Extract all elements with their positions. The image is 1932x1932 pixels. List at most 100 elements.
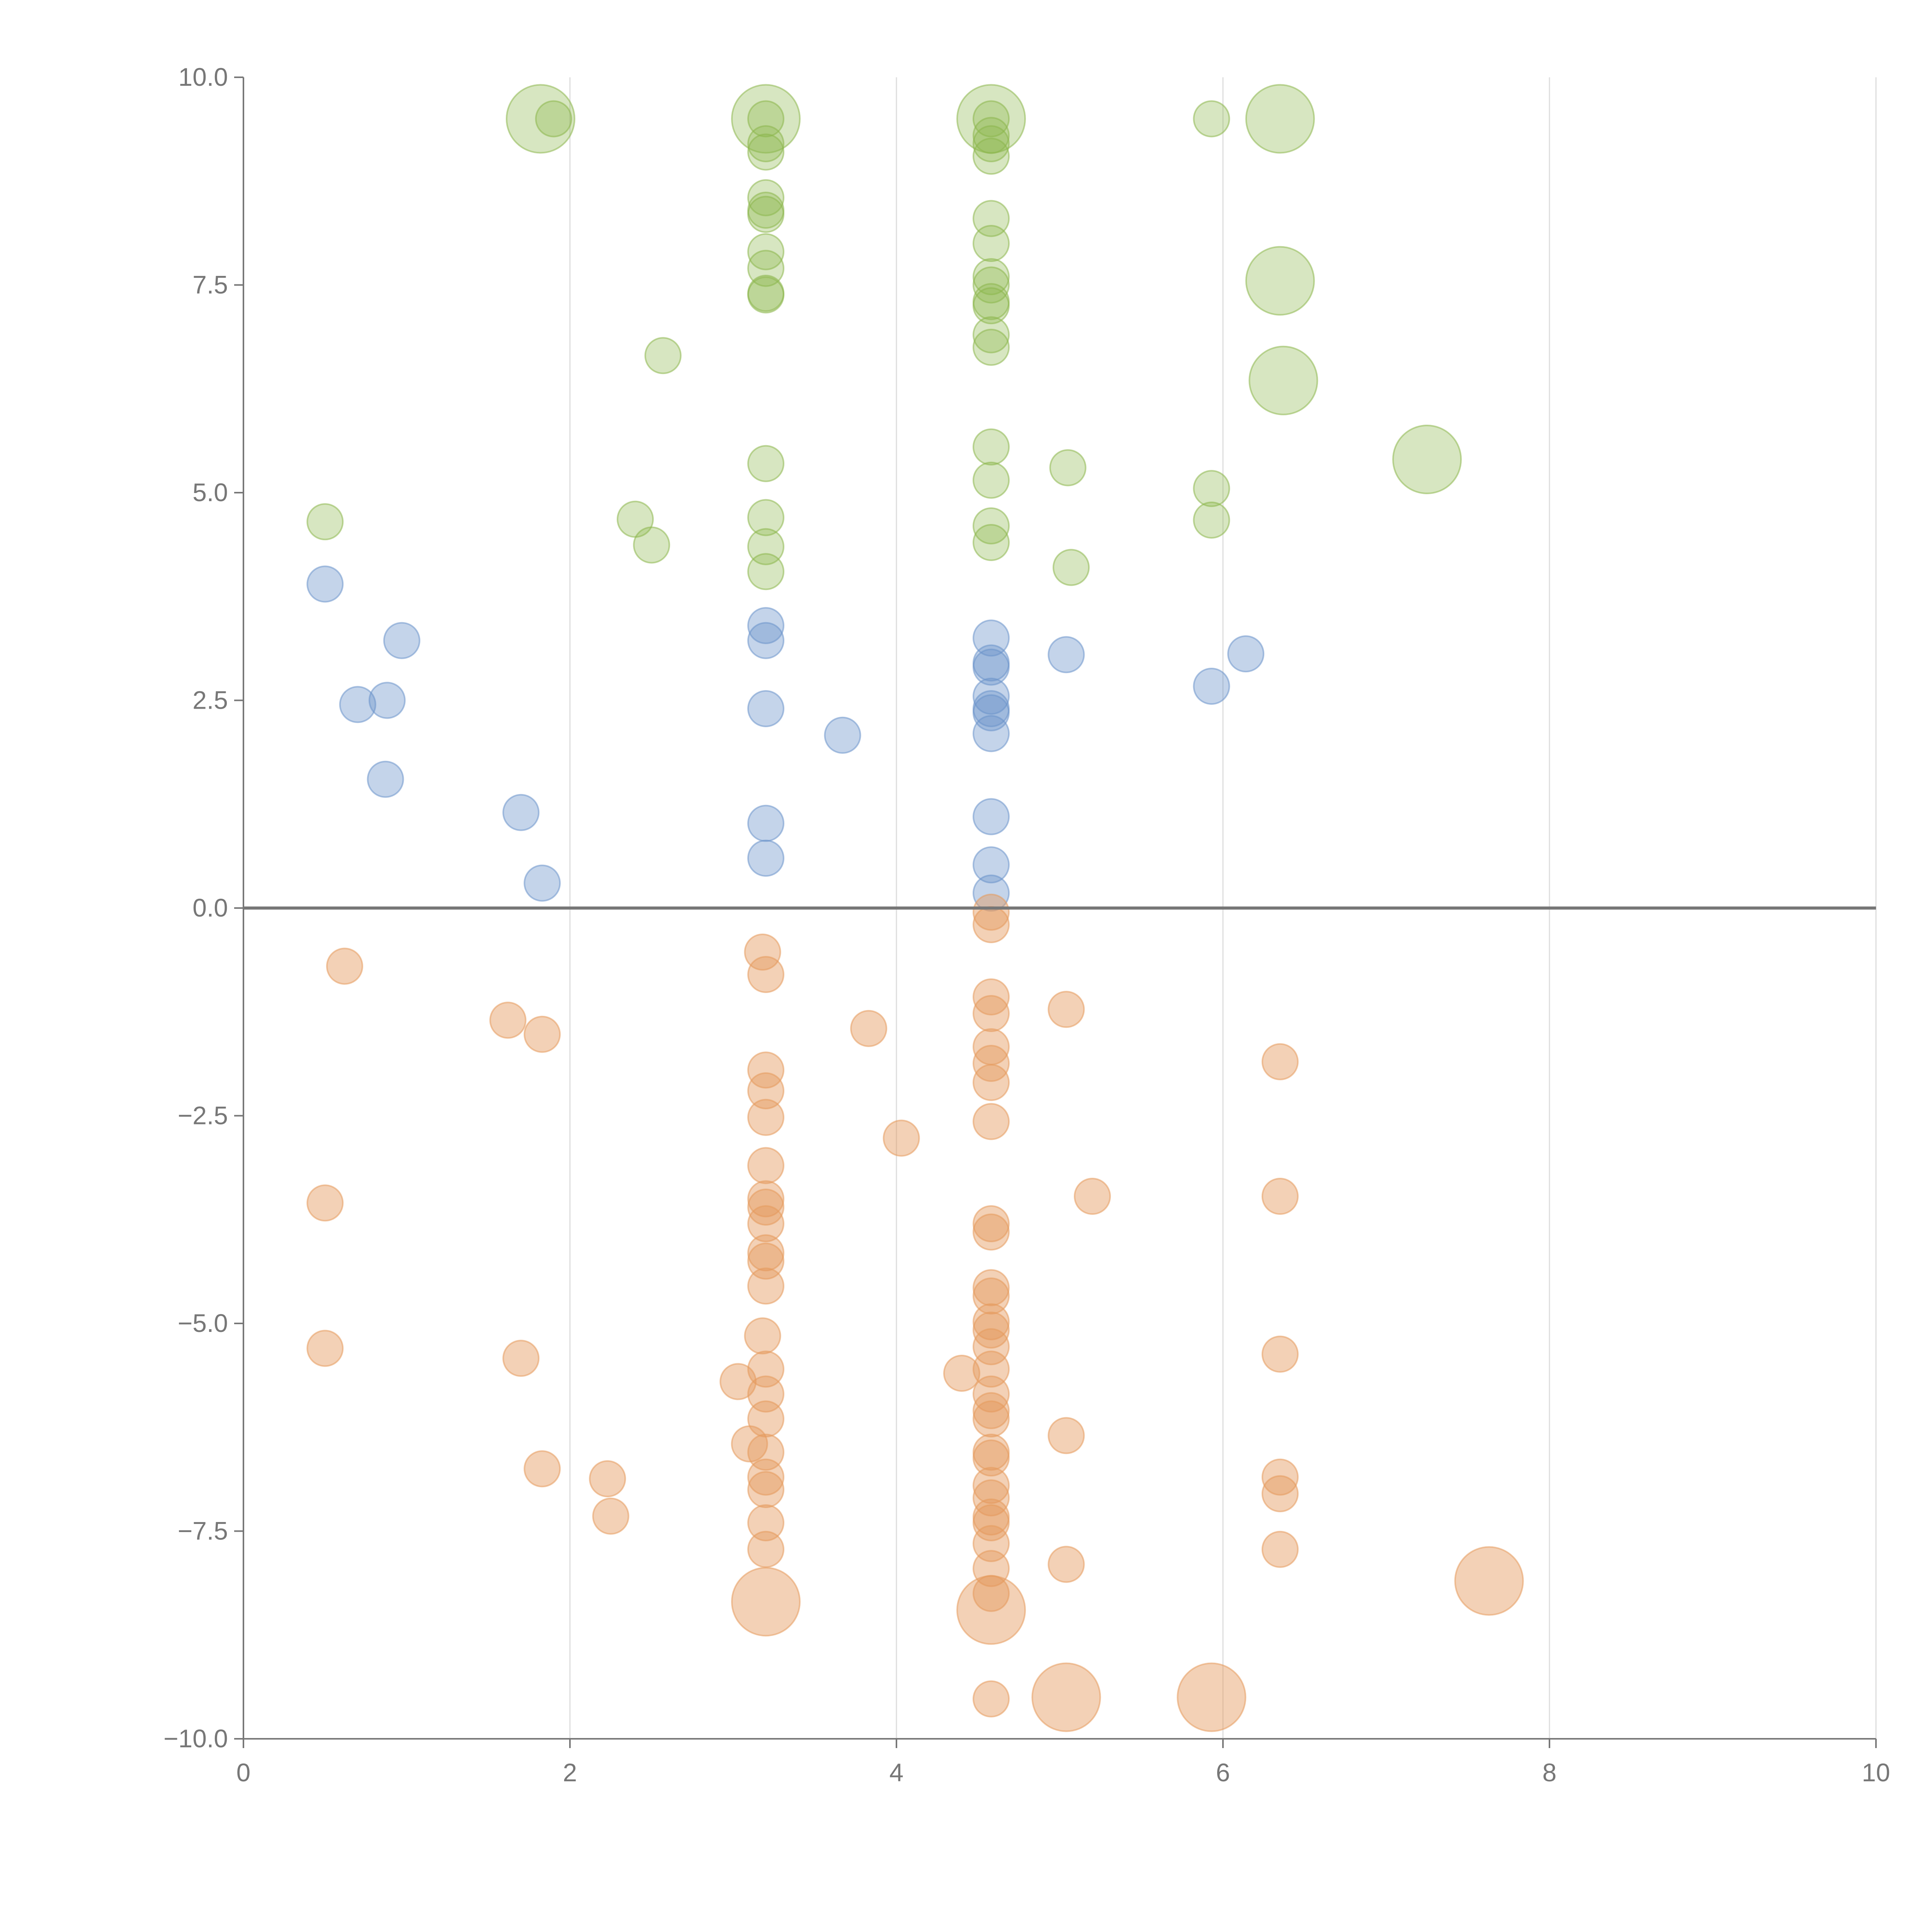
data-point[interactable] <box>973 1392 1010 1429</box>
data-point[interactable] <box>1193 100 1230 138</box>
data-point[interactable] <box>973 1205 1010 1242</box>
data-point[interactable] <box>1193 501 1230 539</box>
data-point[interactable] <box>1048 1546 1085 1583</box>
data-point[interactable] <box>524 1015 561 1053</box>
data-point[interactable] <box>383 622 420 659</box>
data-point[interactable] <box>339 686 376 723</box>
data-point[interactable] <box>747 607 784 644</box>
data-point[interactable] <box>973 874 1010 912</box>
data-point[interactable] <box>744 1317 781 1355</box>
data-point[interactable] <box>973 316 1010 354</box>
data-point[interactable] <box>973 1439 1010 1477</box>
data-point[interactable] <box>973 1064 1010 1101</box>
data-point[interactable] <box>306 503 344 541</box>
data-point[interactable] <box>747 196 784 233</box>
data-point[interactable] <box>1193 667 1230 705</box>
data-point[interactable] <box>502 794 540 831</box>
data-point[interactable] <box>1048 991 1085 1028</box>
data-point[interactable] <box>883 1119 920 1157</box>
data-point[interactable] <box>747 840 784 877</box>
data-point[interactable] <box>973 328 1010 366</box>
data-point[interactable] <box>747 1205 784 1242</box>
data-point[interactable] <box>368 682 406 719</box>
data-point[interactable] <box>1261 1335 1299 1373</box>
data-point[interactable] <box>589 1460 626 1498</box>
data-point[interactable] <box>973 694 1010 731</box>
data-point[interactable] <box>850 1010 888 1047</box>
data-point[interactable] <box>973 978 1010 1016</box>
data-point[interactable] <box>306 565 344 603</box>
data-point[interactable] <box>973 1467 1010 1504</box>
data-point[interactable] <box>747 1531 784 1568</box>
data-point[interactable] <box>1048 636 1085 673</box>
data-point[interactable] <box>973 677 1010 715</box>
data-point[interactable] <box>747 276 784 314</box>
data-point[interactable] <box>973 906 1010 943</box>
data-point[interactable] <box>1193 470 1230 507</box>
data-point[interactable] <box>973 287 1010 325</box>
data-point[interactable] <box>633 526 670 564</box>
data-point[interactable] <box>1074 1178 1111 1215</box>
data-point[interactable] <box>306 1330 344 1367</box>
data-point[interactable] <box>535 100 572 138</box>
data-point[interactable] <box>747 1267 784 1305</box>
data-point[interactable] <box>1049 449 1087 486</box>
data-point[interactable] <box>1261 1475 1299 1512</box>
data-point[interactable] <box>747 1400 784 1438</box>
data-point[interactable] <box>489 1002 527 1039</box>
data-point[interactable] <box>747 1147 784 1184</box>
data-point[interactable] <box>1245 84 1315 154</box>
data-point[interactable] <box>747 956 784 993</box>
data-point[interactable] <box>973 1277 1010 1315</box>
data-point[interactable] <box>747 179 784 216</box>
data-point[interactable] <box>502 1340 540 1377</box>
data-point[interactable] <box>1053 549 1090 586</box>
data-point[interactable] <box>731 84 801 154</box>
data-point[interactable] <box>747 804 784 842</box>
data-point[interactable] <box>367 760 404 798</box>
data-point[interactable] <box>973 715 1010 752</box>
data-point[interactable] <box>719 1363 757 1400</box>
data-point[interactable] <box>747 690 784 727</box>
data-point[interactable] <box>973 117 1010 154</box>
data-point[interactable] <box>943 1355 980 1392</box>
data-point[interactable] <box>1392 425 1462 494</box>
data-point[interactable] <box>956 1575 1026 1645</box>
data-point[interactable] <box>1245 246 1315 316</box>
data-point[interactable] <box>973 1400 1010 1438</box>
data-point[interactable] <box>973 125 1010 162</box>
data-point[interactable] <box>1261 1458 1299 1496</box>
data-point[interactable] <box>973 846 1010 884</box>
data-point[interactable] <box>973 893 1010 931</box>
data-point[interactable] <box>747 1099 784 1136</box>
data-point[interactable] <box>747 233 784 270</box>
data-point[interactable] <box>1261 1531 1299 1568</box>
data-point[interactable] <box>747 1234 784 1272</box>
data-point[interactable] <box>747 1072 784 1109</box>
data-point[interactable] <box>973 1213 1010 1251</box>
data-point[interactable] <box>973 1311 1010 1349</box>
data-point[interactable] <box>1261 1178 1299 1215</box>
data-point[interactable] <box>973 1504 1010 1541</box>
data-point[interactable] <box>973 138 1010 175</box>
data-point[interactable] <box>747 622 784 659</box>
data-point[interactable] <box>973 225 1010 262</box>
data-point[interactable] <box>824 716 861 754</box>
data-point[interactable] <box>326 947 363 985</box>
data-point[interactable] <box>747 1458 784 1496</box>
data-point[interactable] <box>747 1051 784 1089</box>
data-point[interactable] <box>747 553 784 590</box>
data-point[interactable] <box>731 1567 801 1637</box>
data-point[interactable] <box>747 1189 784 1226</box>
data-point[interactable] <box>1248 345 1318 415</box>
data-point[interactable] <box>973 995 1010 1032</box>
data-point[interactable] <box>524 1450 561 1488</box>
data-point[interactable] <box>1048 1417 1085 1454</box>
data-point[interactable] <box>1454 1546 1524 1616</box>
data-point[interactable] <box>747 1504 784 1541</box>
data-point[interactable] <box>747 133 784 171</box>
data-point[interactable] <box>973 507 1010 544</box>
data-point[interactable] <box>973 266 1010 304</box>
data-point[interactable] <box>747 499 784 536</box>
data-point[interactable] <box>306 1184 344 1222</box>
